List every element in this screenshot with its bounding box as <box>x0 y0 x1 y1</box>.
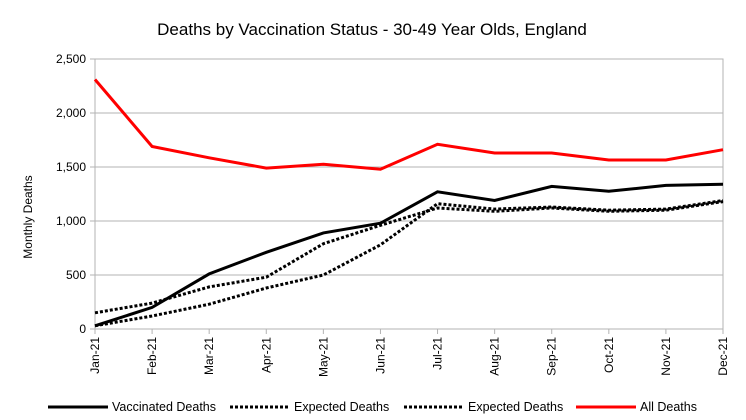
x-tick-label: Nov-21 <box>659 337 673 376</box>
y-tick-label: 2,000 <box>56 106 86 120</box>
legend-item: All Deaths <box>576 400 697 414</box>
x-tick-label: Sep-21 <box>545 337 559 376</box>
x-tick-label: Oct-21 <box>602 337 616 373</box>
x-tick-label: Jun-21 <box>373 337 387 374</box>
series-2 <box>94 200 724 315</box>
y-axis-label: Monthly Deaths <box>21 175 35 258</box>
plot-area <box>94 58 724 330</box>
series-line <box>93 78 724 171</box>
legend-item: Vaccinated Deaths <box>48 400 216 414</box>
legend-label: Expected Deaths <box>468 400 563 414</box>
legend-label: All Deaths <box>640 400 697 414</box>
x-tick-label: Jan-21 <box>88 337 102 374</box>
grid <box>95 58 723 330</box>
series-line <box>94 200 724 315</box>
legend-label: Expected Deaths <box>294 400 389 414</box>
y-axis: 0 500 1,000 1,500 2,000 2,500 <box>56 52 95 336</box>
series-line <box>94 182 724 328</box>
series-group <box>93 78 724 328</box>
series-line <box>94 199 724 328</box>
x-tick-label: Feb-21 <box>145 337 159 375</box>
x-tick-label: May-21 <box>316 337 330 377</box>
x-tick-label: Apr-21 <box>259 337 273 373</box>
y-tick-label: 2,500 <box>56 52 86 66</box>
chart-title: Deaths by Vaccination Status - 30-49 Yea… <box>157 20 587 39</box>
series-4 <box>93 78 724 171</box>
x-axis: Jan-21 Feb-21 Mar-21 Apr-21 May-21 Jun-21 Jul-… <box>88 329 730 377</box>
x-tick-label: Jul-21 <box>431 337 445 370</box>
legend-item: Expected Deaths <box>230 400 389 414</box>
series-1 <box>94 182 724 328</box>
x-tick-label: Aug-21 <box>488 337 502 376</box>
series-3 <box>94 199 724 328</box>
x-tick-label: Dec-21 <box>716 337 730 376</box>
legend-label: Vaccinated Deaths <box>112 400 216 414</box>
legend: Vaccinated Deaths Expected Deaths Expected… <box>48 400 697 414</box>
y-tick-label: 1,000 <box>56 214 86 228</box>
x-tick-label: Mar-21 <box>202 337 216 375</box>
y-tick-label: 0 <box>79 322 86 336</box>
legend-item: Expected Deaths <box>404 400 563 414</box>
y-tick-label: 1,500 <box>56 160 86 174</box>
y-tick-label: 500 <box>66 268 86 282</box>
